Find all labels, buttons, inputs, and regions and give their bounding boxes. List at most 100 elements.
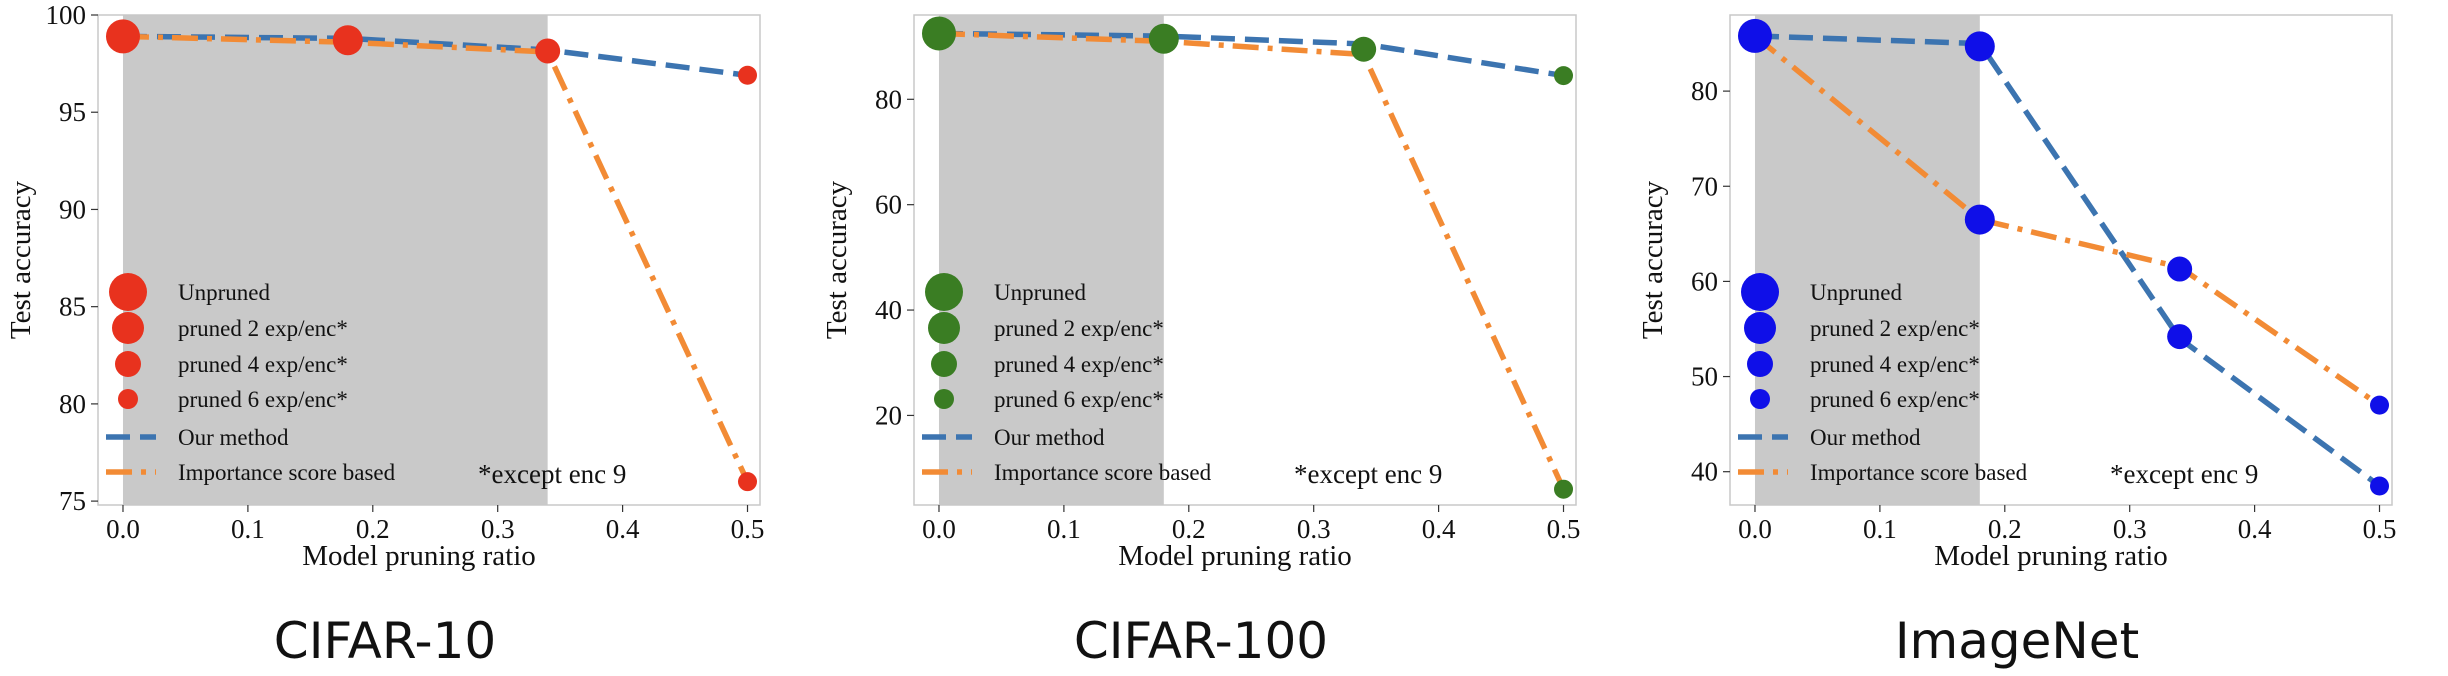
chart-imagenet: 0.0 0.1 0.2 0.3 0.4 0.5 40 50 60 70 80 Model prunin… xyxy=(1632,0,2448,676)
legend-label: pruned 6 exp/enc* xyxy=(1810,387,1980,412)
series-line-our-method xyxy=(1754,33,2382,489)
x-tick-label: 0.4 xyxy=(606,514,640,544)
legend: Unpruned pruned 2 exp/enc* pruned 4 exp/en… xyxy=(106,273,396,485)
y-tick-label: 40 xyxy=(875,295,902,325)
chart-svg: 0.0 0.1 0.2 0.3 0.4 0.5 20 40 60 80 Model pruning … xyxy=(821,14,1581,670)
legend-label: Unpruned xyxy=(1810,280,1902,305)
legend: Unpruned pruned 2 exp/enc* pruned 4 exp/en… xyxy=(1738,273,2028,485)
data-point-marker xyxy=(1148,23,1179,54)
x-tick-label: 0.0 xyxy=(922,514,956,544)
series-line-importance-score xyxy=(938,30,1567,491)
legend-marker xyxy=(931,351,957,377)
x-tick-label: 0.3 xyxy=(1297,514,1331,544)
legend-label: Unpruned xyxy=(178,280,270,305)
x-tick-label: 0.1 xyxy=(1047,514,1081,544)
legend-label: pruned 2 exp/enc* xyxy=(178,316,348,341)
x-axis-label: Model pruning ratio xyxy=(302,540,536,572)
legend-label: Our method xyxy=(178,425,289,450)
shaded-region xyxy=(122,15,548,505)
x-tick-label: 0.3 xyxy=(481,514,515,544)
data-point-marker xyxy=(738,65,758,85)
legend-label: Our method xyxy=(994,425,1105,450)
chart-caption: ImageNet xyxy=(1895,612,2139,670)
data-point-marker xyxy=(1964,31,1995,62)
legend-label: Importance score based xyxy=(1810,460,2028,485)
y-tick-label: 80 xyxy=(875,84,902,114)
chart-caption: CIFAR-10 xyxy=(274,612,496,670)
plot-frame xyxy=(97,14,761,506)
legend-marker xyxy=(115,351,141,377)
legend-label: Importance score based xyxy=(994,460,1212,485)
y-tick-label: 90 xyxy=(59,194,86,224)
y-axis-label: Test accuracy xyxy=(821,180,853,339)
y-tick-label: 80 xyxy=(1691,76,1718,106)
legend-label: Our method xyxy=(1810,425,1921,450)
legend-marker xyxy=(109,273,147,311)
legend-label: pruned 6 exp/enc* xyxy=(994,387,1164,412)
data-point-marker xyxy=(2167,256,2193,282)
y-axis-label: Test accuracy xyxy=(1637,180,1669,339)
legend-marker xyxy=(928,312,960,344)
series-line-importance-score xyxy=(1753,33,2382,408)
data-point-marker xyxy=(332,25,363,56)
legend-marker xyxy=(934,389,954,409)
x-tick-label: 0.2 xyxy=(1988,514,2022,544)
y-tick-label: 50 xyxy=(1691,362,1718,392)
plot-frame xyxy=(913,14,1577,506)
data-point-marker xyxy=(2370,395,2390,415)
footnote-text: *except enc 9 xyxy=(2110,459,2258,489)
chart-svg: 0.0 0.1 0.2 0.3 0.4 0.5 75 80 85 90 95 100 Model pru… xyxy=(5,0,765,670)
footnote-text: *except enc 9 xyxy=(1294,459,1442,489)
chart-cifar100: 0.0 0.1 0.2 0.3 0.4 0.5 20 40 60 80 Model pruning … xyxy=(816,0,1632,676)
x-axis-label: Model pruning ratio xyxy=(1118,540,1352,572)
x-tick-label: 0.5 xyxy=(1547,514,1581,544)
y-tick-label: 85 xyxy=(59,292,86,322)
data-point-marker xyxy=(1554,66,1574,86)
x-tick-label: 0.4 xyxy=(2238,514,2272,544)
legend-label: pruned 4 exp/enc* xyxy=(1810,352,1980,377)
x-axis-label: Model pruning ratio xyxy=(1934,540,2168,572)
x-tick-label: 0.2 xyxy=(1172,514,1206,544)
y-tick-label: 70 xyxy=(1691,171,1718,201)
x-tick-label: 0.4 xyxy=(1422,514,1456,544)
data-point-marker xyxy=(1351,36,1377,62)
shaded-region xyxy=(938,15,1164,505)
y-tick-label: 100 xyxy=(46,0,87,30)
chart-cifar10: 0.0 0.1 0.2 0.3 0.4 0.5 75 80 85 90 95 100 Model pru… xyxy=(0,0,816,676)
y-tick-label: 80 xyxy=(59,389,86,419)
x-tick-label: 0.0 xyxy=(1738,514,1772,544)
data-point-marker xyxy=(2370,476,2390,496)
chart-svg: 0.0 0.1 0.2 0.3 0.4 0.5 40 50 60 70 80 Model prunin… xyxy=(1637,14,2397,670)
legend-label: Unpruned xyxy=(994,280,1086,305)
legend-marker xyxy=(925,273,963,311)
y-tick-label: 20 xyxy=(875,400,902,430)
x-tick-label: 0.2 xyxy=(356,514,390,544)
shaded-region xyxy=(1754,15,1980,505)
legend: Unpruned pruned 2 exp/enc* pruned 4 exp/en… xyxy=(922,273,1212,485)
chart-caption: CIFAR-100 xyxy=(1074,612,1328,670)
x-tick-label: 0.0 xyxy=(106,514,140,544)
data-point-marker xyxy=(1737,18,1772,53)
data-point-marker xyxy=(2167,324,2193,350)
data-point-marker xyxy=(1964,204,1995,235)
legend-label: pruned 4 exp/enc* xyxy=(178,352,348,377)
y-axis-label: Test accuracy xyxy=(5,180,37,339)
legend-marker xyxy=(112,312,144,344)
legend-label: pruned 6 exp/enc* xyxy=(178,387,348,412)
legend-label: Importance score based xyxy=(178,460,396,485)
y-tick-label: 40 xyxy=(1691,457,1718,487)
legend-marker xyxy=(118,389,138,409)
legend-label: pruned 4 exp/enc* xyxy=(994,352,1164,377)
plot-frame xyxy=(1729,14,2393,506)
x-tick-label: 0.5 xyxy=(731,514,765,544)
x-tick-label: 0.5 xyxy=(2363,514,2397,544)
x-tick-label: 0.3 xyxy=(2113,514,2147,544)
x-tick-label: 0.1 xyxy=(231,514,265,544)
legend-marker xyxy=(1747,351,1773,377)
y-tick-label: 95 xyxy=(59,97,86,127)
data-point-marker xyxy=(921,16,956,51)
legend-label: pruned 2 exp/enc* xyxy=(994,316,1164,341)
legend-marker xyxy=(1741,273,1779,311)
data-point-marker xyxy=(1554,479,1574,499)
